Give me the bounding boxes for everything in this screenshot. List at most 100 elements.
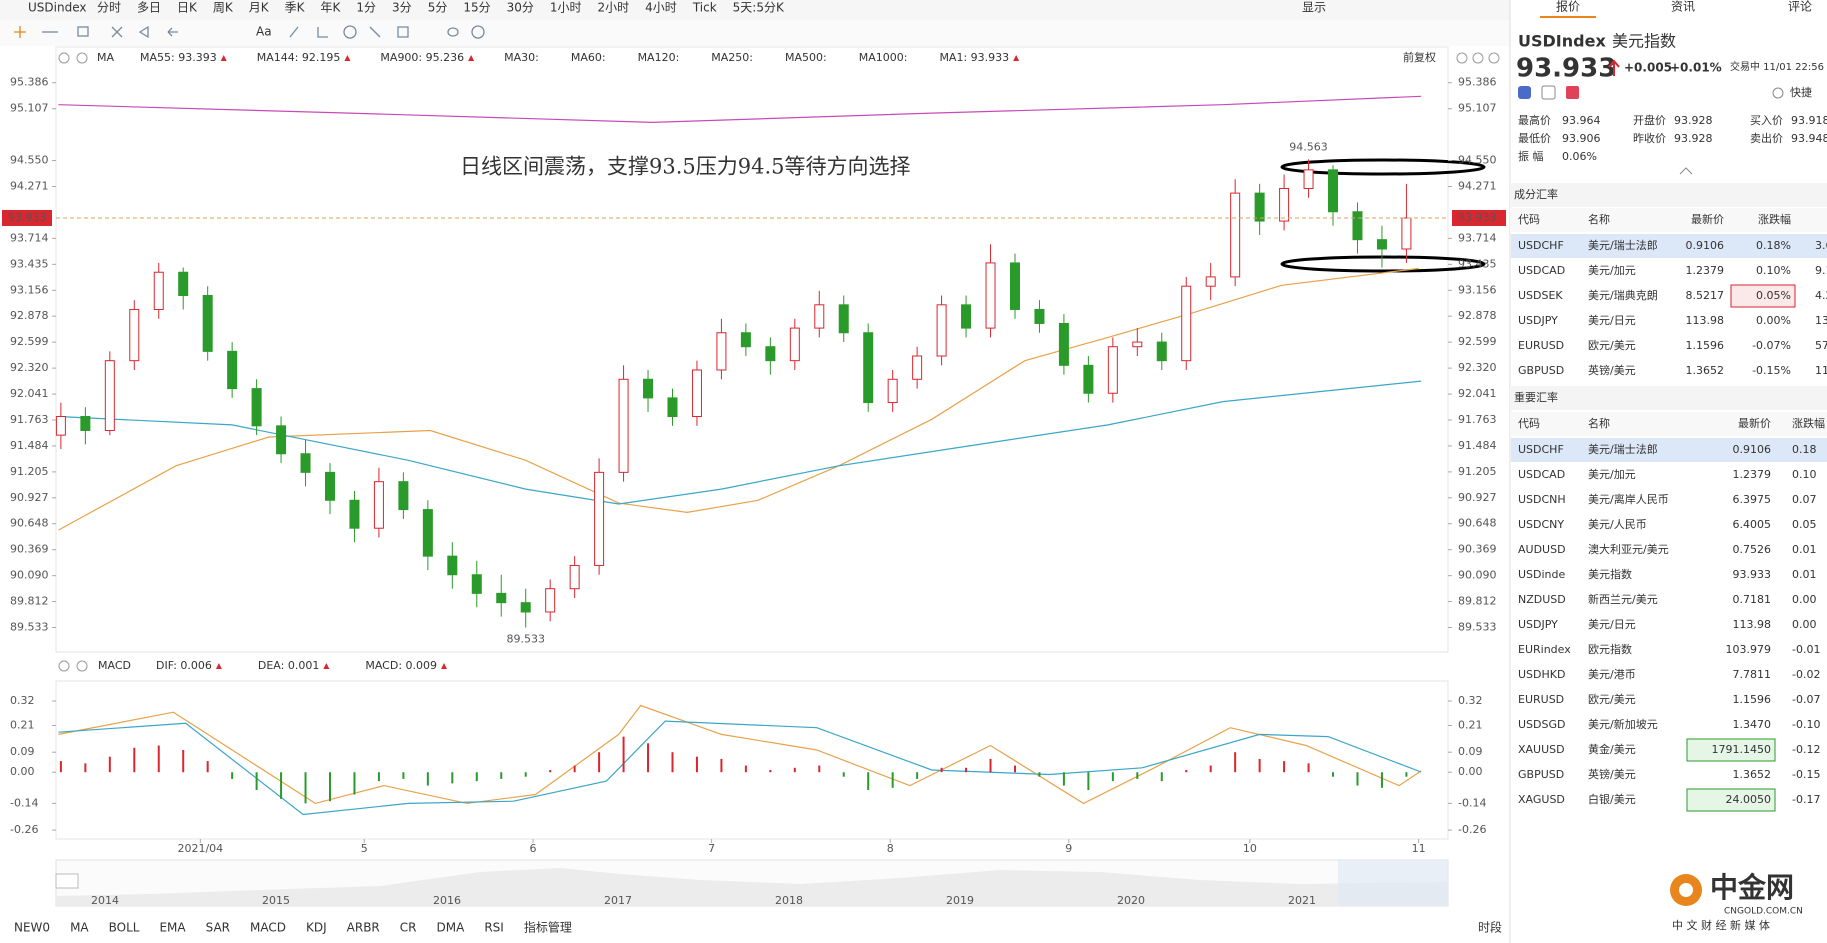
tool-text[interactable]: Aa: [256, 25, 272, 39]
indicator-tab[interactable]: 指标管理: [524, 920, 572, 935]
indicator-tab[interactable]: BOLL: [109, 921, 140, 935]
period-tab[interactable]: 30分: [507, 1, 534, 15]
period-tab[interactable]: 月K: [249, 1, 270, 15]
overview-handle[interactable]: [55, 873, 79, 889]
period-tab[interactable]: 1分: [356, 1, 376, 15]
indicator-tab[interactable]: DMA: [437, 921, 466, 935]
table-cell[interactable]: USDinde: [1518, 568, 1566, 581]
display-menu[interactable]: 显示: [1302, 1, 1326, 15]
period-tab[interactable]: 1小时: [550, 1, 582, 15]
table-cell[interactable]: 1.3470: [1733, 718, 1772, 731]
period-tab[interactable]: 年K: [321, 1, 342, 15]
table-cell[interactable]: 0.00: [1792, 618, 1817, 631]
table-cell[interactable]: XAUUSD: [1518, 743, 1565, 756]
collapse-arrow[interactable]: [1679, 167, 1693, 175]
indicator-tab[interactable]: ARBR: [347, 921, 380, 935]
indicator-label[interactable]: MA1000:: [859, 51, 908, 64]
table-cell[interactable]: EURindex: [1518, 643, 1571, 656]
table-cell[interactable]: 0.10%: [1756, 264, 1791, 277]
indicator-tab[interactable]: KDJ: [306, 921, 327, 935]
table-cell[interactable]: -0.01: [1792, 643, 1820, 656]
table-cell[interactable]: 11.9: [1815, 364, 1827, 377]
table-cell[interactable]: -0.15: [1792, 768, 1820, 781]
period-tab[interactable]: Tick: [692, 1, 717, 15]
table-cell[interactable]: -0.15%: [1752, 364, 1791, 377]
indicator-tab[interactable]: MACD: [250, 921, 286, 935]
indicator-tab[interactable]: CR: [400, 921, 417, 935]
table-cell[interactable]: 0.18: [1792, 443, 1817, 456]
indicator-label[interactable]: MA500:: [785, 51, 827, 64]
period-tab[interactable]: 4小时: [645, 1, 677, 15]
indicator-tab[interactable]: SAR: [206, 921, 230, 935]
table-cell[interactable]: 0.9106: [1733, 443, 1772, 456]
indicator-label[interactable]: MA1: 93.933: [939, 51, 1009, 64]
table-cell[interactable]: 0.07: [1792, 493, 1817, 506]
table-cell[interactable]: USDCHF: [1518, 239, 1564, 252]
indicator-label[interactable]: MA250:: [711, 51, 753, 64]
indicator-tab[interactable]: NEW0: [14, 921, 50, 935]
table-cell[interactable]: 美元/瑞士法郎: [1588, 238, 1658, 252]
table-cell[interactable]: 4.2: [1815, 289, 1827, 302]
indicator-label[interactable]: DIF: 0.006: [156, 659, 212, 672]
table-cell[interactable]: 3.6: [1815, 239, 1827, 252]
period-tab[interactable]: 日K: [177, 1, 198, 15]
table-cell[interactable]: 103.979: [1726, 643, 1772, 656]
indicator-tab[interactable]: RSI: [484, 921, 504, 935]
table-cell[interactable]: 1.2379: [1686, 264, 1725, 277]
table-cell[interactable]: AUDUSD: [1518, 543, 1566, 556]
table-cell[interactable]: 美元/新加坡元: [1588, 717, 1658, 731]
table-cell[interactable]: 欧元/美元: [1588, 693, 1636, 706]
table-cell[interactable]: GBPUSD: [1518, 768, 1564, 781]
table-cell[interactable]: USDHKD: [1518, 668, 1565, 681]
table-cell[interactable]: 0.18%: [1756, 239, 1791, 252]
shortcut[interactable]: 快捷: [1790, 85, 1812, 99]
indicator-label[interactable]: MA30:: [504, 51, 539, 64]
indicator-name[interactable]: MA: [97, 51, 114, 64]
table-cell[interactable]: 美元/瑞士法郎: [1588, 442, 1658, 456]
table-cell[interactable]: 113.98: [1733, 618, 1772, 631]
indicator-label[interactable]: MACD: 0.009: [365, 659, 437, 672]
indicator-label[interactable]: MA900: 95.236: [380, 51, 464, 64]
table-cell[interactable]: 美元/离岸人民币: [1588, 492, 1669, 506]
table-cell[interactable]: 美元/瑞典克朗: [1588, 288, 1658, 302]
table-cell[interactable]: 0.01: [1792, 568, 1817, 581]
table-cell[interactable]: 美元/加元: [1588, 468, 1636, 481]
adjust-mode[interactable]: 前复权: [1403, 50, 1436, 64]
indicator-label[interactable]: MA120:: [638, 51, 680, 64]
table-cell[interactable]: 欧元/美元: [1588, 339, 1636, 352]
session-tab[interactable]: 时段: [1478, 920, 1502, 935]
table-cell[interactable]: USDSGD: [1518, 718, 1565, 731]
table-cell[interactable]: 1791.1450: [1712, 743, 1772, 756]
table-cell[interactable]: USDCHF: [1518, 443, 1564, 456]
table-cell[interactable]: 113.98: [1686, 314, 1725, 327]
table-cell[interactable]: GBPUSD: [1518, 364, 1564, 377]
symbol[interactable]: USDindex: [28, 1, 86, 15]
indicator-label[interactable]: MA144: 92.195: [257, 51, 341, 64]
table-cell[interactable]: -0.07%: [1752, 339, 1791, 352]
indicator-name[interactable]: MACD: [98, 659, 131, 672]
table-cell[interactable]: 英镑/美元: [1588, 767, 1636, 781]
table-cell[interactable]: 美元/加元: [1588, 264, 1636, 277]
table-cell[interactable]: NZDUSD: [1518, 593, 1566, 606]
table-cell[interactable]: 9.1: [1815, 264, 1827, 277]
period-tab[interactable]: 3分: [392, 1, 412, 15]
period-tab[interactable]: 5分: [428, 1, 448, 15]
table-cell[interactable]: 93.933: [1733, 568, 1772, 581]
table-cell[interactable]: 24.0050: [1726, 793, 1772, 806]
table-cell[interactable]: 黄金/美元: [1588, 742, 1636, 756]
period-tab[interactable]: 多日: [137, 1, 161, 15]
table-cell[interactable]: -0.12: [1792, 743, 1820, 756]
table-cell[interactable]: 新西兰元/美元: [1588, 592, 1658, 606]
table-cell[interactable]: -0.10: [1792, 718, 1820, 731]
table-cell[interactable]: 美元指数: [1588, 567, 1632, 581]
table-cell[interactable]: USDSEK: [1518, 289, 1563, 302]
table-cell[interactable]: -0.02: [1792, 668, 1820, 681]
table-cell[interactable]: 1.2379: [1733, 468, 1772, 481]
table-cell[interactable]: 57.6: [1815, 339, 1827, 352]
table-cell[interactable]: 0.10: [1792, 468, 1817, 481]
period-tab[interactable]: 15分: [463, 1, 490, 15]
period-tab[interactable]: 5天:5分K: [733, 1, 785, 15]
table-cell[interactable]: 美元/日元: [1588, 618, 1636, 631]
table-cell[interactable]: EURUSD: [1518, 693, 1564, 706]
table-cell[interactable]: 1.1596: [1686, 339, 1725, 352]
